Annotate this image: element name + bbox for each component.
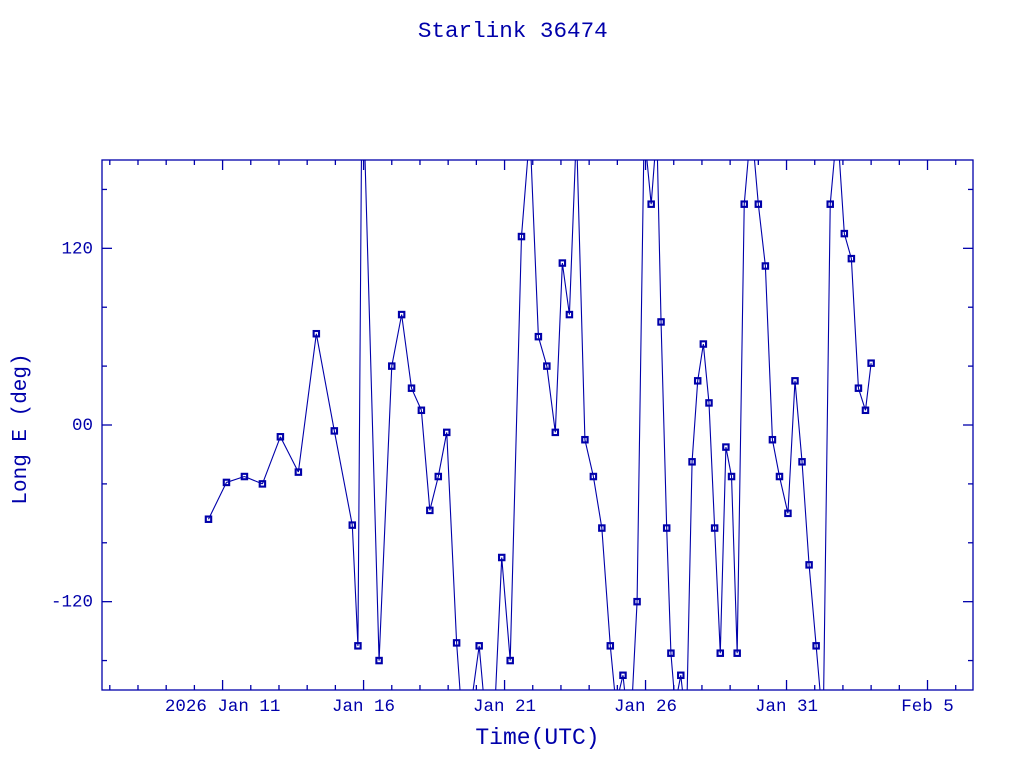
svg-text:Long E (deg): Long E (deg): [10, 353, 33, 504]
svg-text:120: 120: [61, 239, 93, 259]
svg-text:00: 00: [72, 416, 93, 436]
svg-text:Time(UTC): Time(UTC): [475, 725, 599, 751]
svg-text:Jan 21: Jan 21: [473, 697, 536, 717]
svg-text:2026 Jan 11: 2026 Jan 11: [165, 697, 281, 717]
svg-text:Jan 26: Jan 26: [614, 697, 677, 717]
svg-text:Feb 5: Feb 5: [901, 697, 954, 717]
svg-text:Starlink 36474: Starlink 36474: [418, 18, 608, 44]
svg-text:-120: -120: [51, 593, 93, 613]
svg-text:Jan 16: Jan 16: [332, 697, 395, 717]
svg-text:Jan 31: Jan 31: [755, 697, 818, 717]
